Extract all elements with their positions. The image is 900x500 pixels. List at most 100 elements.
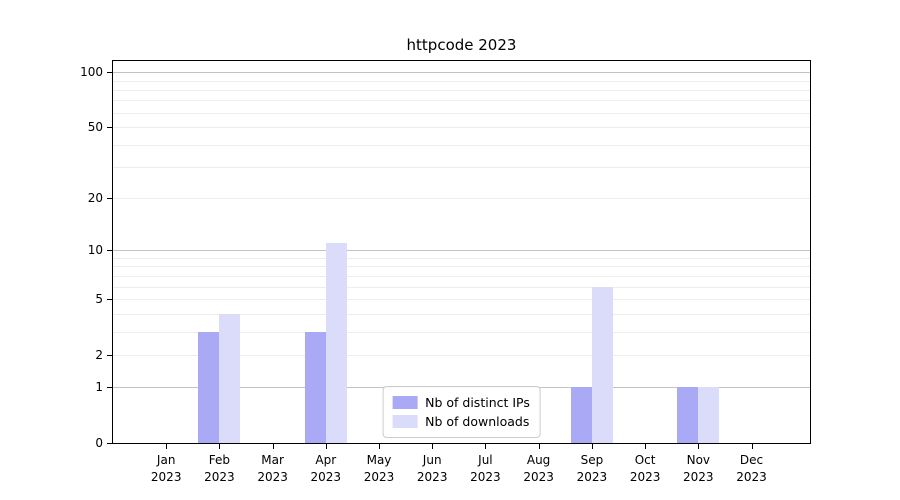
- bar-downloads-Sep: [591, 286, 613, 443]
- legend-item-distinct-ips: Nb of distinct IPs: [392, 393, 530, 412]
- bar-downloads-Nov: [698, 387, 720, 443]
- x-tick-year-Apr: 2023: [310, 470, 342, 484]
- legend-box: Nb of distinct IPs Nb of downloads: [382, 386, 541, 438]
- x-tick-label-Jul: Jul 2023: [470, 452, 501, 486]
- x-tick-Feb: [219, 444, 221, 449]
- bar-distinct-ips-Apr: [304, 331, 326, 443]
- x-tick-month-Oct: Oct: [634, 453, 656, 467]
- x-tick-month-Jun: Jun: [422, 453, 442, 467]
- y-gridline-minor-5: [113, 299, 810, 300]
- x-tick-Jun: [432, 444, 434, 449]
- x-tick-Jan: [166, 444, 168, 449]
- x-tick-month-Nov: Nov: [686, 453, 711, 467]
- x-tick-Mar: [272, 444, 274, 449]
- x-tick-year-Jul: 2023: [470, 470, 501, 484]
- y-gridline-minor-2: [113, 354, 810, 356]
- x-tick-year-Jun: 2023: [416, 470, 448, 484]
- x-tick-Jul: [485, 444, 487, 449]
- x-tick-label-Aug: Aug 2023: [523, 452, 554, 486]
- x-tick-month-Feb: Feb: [208, 453, 231, 467]
- x-tick-label-May: May 2023: [364, 452, 395, 486]
- x-tick-year-May: 2023: [363, 470, 395, 484]
- x-tick-Dec: [751, 444, 753, 449]
- x-tick-month-Mar: Mar: [261, 453, 284, 467]
- x-tick-May: [379, 444, 380, 449]
- x-tick-month-Jul: Jul: [478, 453, 493, 467]
- x-tick-month-Sep: Sep: [580, 453, 604, 467]
- y-tick-1: [107, 387, 112, 389]
- y-gridline-minor-3: [113, 331, 810, 333]
- y-tick-10: [107, 250, 112, 252]
- x-tick-month-Apr: Apr: [315, 453, 337, 467]
- y-gridline-minor-70: [113, 100, 810, 102]
- y-tick-label-100: 100: [80, 65, 103, 80]
- x-tick-label-Mar: Mar 2023: [257, 452, 288, 486]
- y-gridline-minor-6: [113, 286, 810, 288]
- x-tick-label-Jan: Jan 2023: [151, 452, 182, 486]
- y-tick-label-50: 50: [87, 120, 103, 134]
- x-tick-year-Oct: 2023: [629, 470, 661, 484]
- x-tick-Oct: [645, 444, 647, 449]
- y-gridline-minor-20: [113, 198, 810, 200]
- legend-swatch-distinct-ips: [392, 396, 418, 409]
- y-tick-50: [107, 127, 112, 128]
- bar-distinct-ips-Nov: [677, 387, 699, 443]
- y-tick-label-2: 2: [95, 347, 103, 362]
- y-tick-5: [107, 299, 112, 300]
- x-tick-label-Sep: Sep 2023: [577, 452, 608, 486]
- bar-downloads-Apr: [325, 243, 347, 443]
- y-gridline-major-10: [113, 250, 810, 252]
- x-tick-Nov: [698, 444, 700, 449]
- y-gridline-minor-50: [113, 127, 810, 128]
- y-tick-label-0: 0: [95, 436, 103, 450]
- x-tick-month-Aug: Aug: [526, 453, 551, 467]
- y-tick-label-10: 10: [87, 243, 103, 258]
- y-gridline-minor-40: [113, 144, 810, 146]
- y-gridline-minor-7: [113, 275, 810, 277]
- y-tick-100: [107, 72, 112, 74]
- x-tick-label-Jun: Jun 2023: [417, 452, 448, 486]
- x-tick-label-Dec: Dec 2023: [736, 452, 767, 486]
- x-tick-year-Nov: 2023: [683, 470, 714, 484]
- y-tick-2: [107, 354, 112, 356]
- y-gridline-minor-30: [113, 167, 810, 168]
- x-tick-year-Mar: 2023: [257, 470, 288, 484]
- bar-distinct-ips-Feb: [198, 331, 220, 443]
- plot-inner: 0 1 2 5 10 20 50 100 Jan 2023 Feb 2023 Mar 2023 Apr 202…: [80, 61, 810, 484]
- chart-title: httpcode 2023: [406, 36, 517, 54]
- x-tick-year-Dec: 2023: [736, 470, 767, 484]
- x-tick-year-Feb: 2023: [204, 470, 235, 484]
- x-tick-year-Jan: 2023: [150, 470, 182, 484]
- y-gridline-minor-9: [113, 258, 810, 259]
- x-tick-month-May: May: [366, 453, 392, 467]
- x-tick-Apr: [325, 444, 327, 449]
- bar-distinct-ips-Sep: [570, 387, 592, 443]
- legend-label-distinct-ips: Nb of distinct IPs: [425, 395, 530, 410]
- x-tick-year-Sep: 2023: [576, 470, 608, 484]
- y-gridline-minor-4: [113, 313, 810, 315]
- y-gridline-minor-8: [113, 266, 810, 268]
- y-tick-label-1: 1: [95, 380, 103, 395]
- x-tick-label-Oct: Oct 2023: [630, 452, 661, 486]
- y-tick-20: [107, 198, 112, 200]
- bar-downloads-Feb: [219, 313, 241, 443]
- x-tick-label-Nov: Nov 2023: [683, 452, 714, 486]
- x-tick-Sep: [591, 444, 593, 449]
- legend-label-downloads: Nb of downloads: [425, 414, 530, 429]
- x-tick-label-Apr: Apr 2023: [311, 452, 342, 486]
- x-tick-Aug: [538, 444, 540, 449]
- x-tick-year-Aug: 2023: [523, 470, 554, 484]
- x-tick-month-Jan: Jan: [156, 453, 176, 467]
- y-tick-label-5: 5: [95, 292, 103, 306]
- y-gridline-minor-60: [113, 112, 810, 114]
- y-gridline-major-100: [113, 72, 810, 74]
- x-tick-label-Feb: Feb 2023: [204, 452, 235, 486]
- x-tick-month-Dec: Dec: [739, 453, 764, 467]
- legend-item-downloads: Nb of downloads: [392, 412, 530, 431]
- y-gridline-minor-90: [113, 80, 810, 82]
- y-tick-0: [107, 443, 112, 444]
- y-gridline-minor-80: [113, 89, 810, 91]
- plot-area: 0 1 2 5 10 20 50 100 Jan 2023 Feb 2023 Mar 2023 Apr 202…: [80, 60, 811, 484]
- legend-swatch-downloads: [392, 415, 418, 428]
